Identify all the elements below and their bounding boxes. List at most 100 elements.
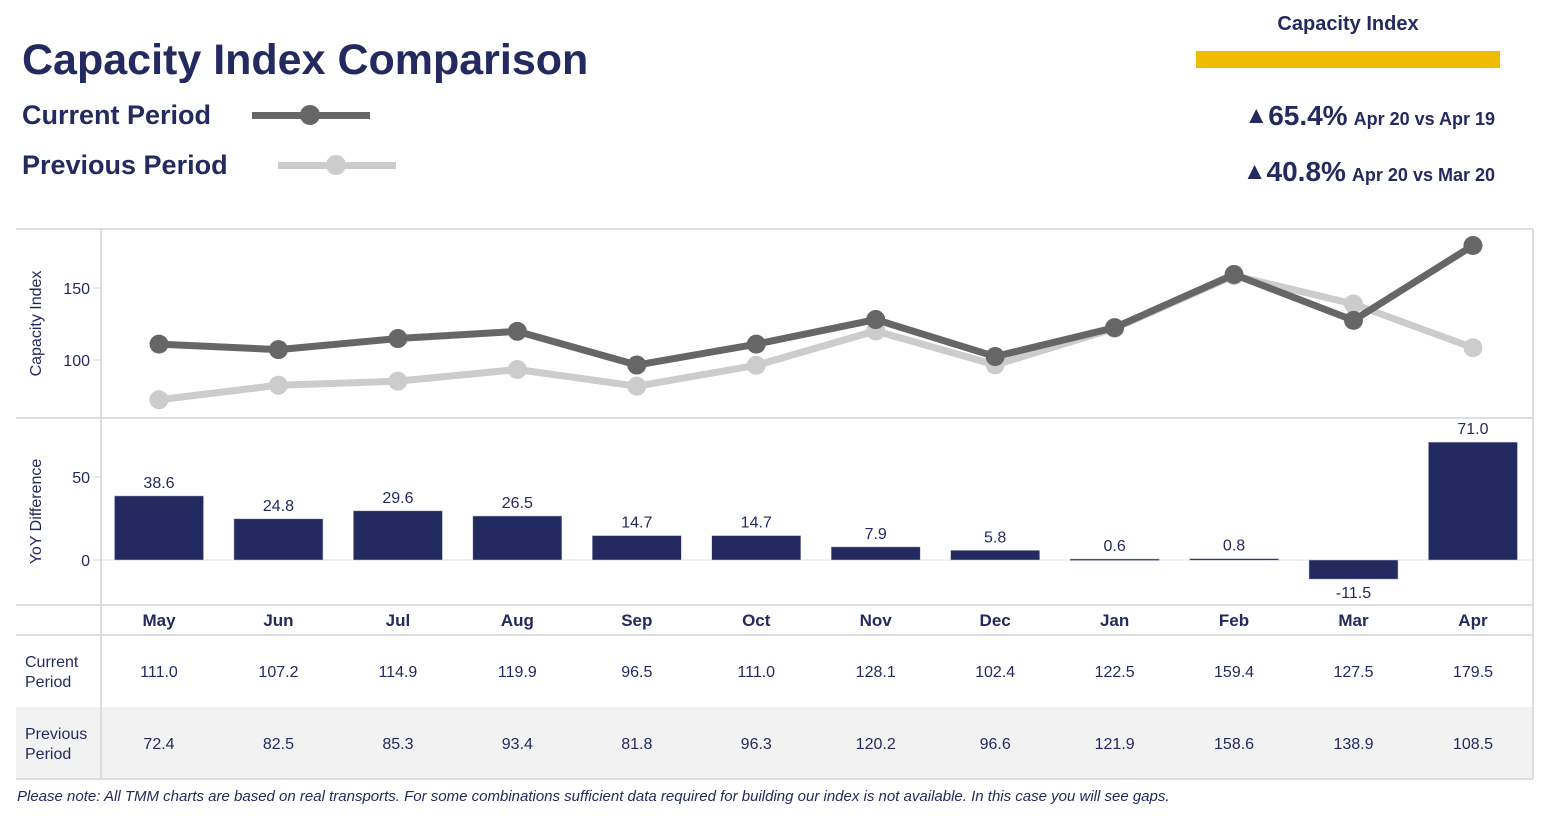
data-point — [268, 340, 288, 360]
row-label: Previous — [25, 726, 87, 743]
data-point — [1463, 338, 1483, 358]
data-point — [1224, 264, 1244, 284]
data-point — [985, 347, 1005, 367]
table-cell: 138.9 — [1333, 736, 1373, 753]
data-point — [627, 376, 647, 396]
table-row: Current Period 111.0 107.2 114.9 119.9 96.5 111… — [25, 654, 1493, 691]
table-cell: 96.6 — [980, 736, 1011, 753]
series-previous-period — [149, 266, 1483, 410]
bar — [1308, 559, 1399, 580]
table-cell: 108.5 — [1453, 736, 1493, 753]
data-table: Current Period 111.0 107.2 114.9 119.9 96.5 111… — [25, 654, 1493, 763]
kpi-value: 40.8% — [1266, 156, 1346, 187]
bar-value-label: 7.9 — [865, 526, 887, 543]
table-cell: 159.4 — [1214, 664, 1254, 681]
bar — [353, 510, 443, 561]
month-label: Aug — [501, 611, 534, 630]
kpi-value: 65.4% — [1268, 100, 1348, 131]
bar — [472, 515, 563, 561]
bar — [950, 550, 1040, 561]
table-cell: 85.3 — [382, 736, 413, 753]
bar-chart-y-axis: 0 50 YoY Difference — [28, 459, 1533, 570]
kpi-accent-bar — [1196, 51, 1500, 68]
data-point — [1344, 294, 1363, 314]
legend-line-marker-icon — [278, 150, 396, 180]
data-point — [388, 329, 408, 349]
month-label: Jul — [386, 611, 411, 630]
data-point — [149, 390, 169, 410]
data-point — [1463, 236, 1483, 256]
data-point — [746, 355, 766, 375]
table-cell: 158.6 — [1214, 736, 1254, 753]
month-label: Apr — [1458, 611, 1488, 630]
series-current-period — [149, 236, 1483, 375]
month-axis: May Jun Jul Aug Sep Oct Nov Dec Jan Feb Mar Apr — [142, 611, 1488, 630]
table-cell: 128.1 — [856, 664, 896, 681]
bar — [830, 546, 921, 561]
bar — [1428, 441, 1518, 561]
table-cell: 107.2 — [258, 664, 298, 681]
table-row-background — [16, 707, 1533, 779]
legend-previous-period: Previous Period — [22, 150, 396, 181]
bar-value-label: 38.6 — [143, 475, 174, 492]
kpi-mom-change: ▲40.8% Apr 20 vs Mar 20 — [1243, 156, 1495, 188]
data-point — [149, 334, 169, 354]
series-line — [158, 242, 1475, 369]
bar-value-label: 5.8 — [984, 529, 1006, 546]
bar-value-label: 14.7 — [741, 515, 772, 532]
y-tick-label: 50 — [72, 470, 90, 487]
table-cell: 114.9 — [378, 664, 417, 681]
bar-value-label: 24.8 — [263, 498, 294, 515]
bar-value-label: -11.5 — [1336, 585, 1371, 602]
table-cell: 121.9 — [1095, 736, 1135, 753]
month-label: Mar — [1338, 611, 1369, 630]
month-label: Sep — [621, 611, 652, 630]
table-cell: 96.5 — [621, 664, 652, 681]
bar-value-label: 71.0 — [1457, 421, 1488, 438]
data-point — [507, 360, 527, 380]
data-point — [388, 371, 408, 391]
kpi-comparison: Apr 20 vs Apr 19 — [1353, 109, 1495, 129]
table-row: Previous Period 72.4 82.5 85.3 93.4 81.8 96.3 12… — [25, 726, 1493, 763]
y-axis-label: Capacity Index — [28, 271, 45, 377]
data-point — [1344, 310, 1363, 330]
triangle-up-icon: ▲ — [1242, 158, 1267, 185]
bar-value-label: 14.7 — [621, 515, 652, 532]
legend-label: Previous Period — [22, 150, 228, 180]
row-label: Period — [25, 746, 71, 763]
bar — [1069, 558, 1160, 561]
page-title: Capacity Index Comparison — [22, 36, 589, 84]
y-tick-label: 150 — [63, 281, 90, 298]
month-label: Jun — [263, 611, 293, 630]
table-cell: 122.5 — [1095, 664, 1135, 681]
bar-value-label: 26.5 — [502, 495, 533, 512]
kpi-title: Capacity Index — [1277, 13, 1419, 35]
legend-line-marker-icon — [252, 100, 370, 130]
data-point — [1105, 318, 1125, 338]
table-cell: 179.5 — [1453, 664, 1493, 681]
bar — [711, 535, 801, 561]
table-cell: 96.3 — [741, 736, 772, 753]
bar — [114, 495, 204, 561]
y-axis-label: YoY Difference — [28, 459, 45, 565]
data-point — [507, 321, 527, 341]
bar — [592, 535, 682, 561]
table-cell: 119.9 — [498, 664, 537, 681]
month-label: Oct — [742, 611, 771, 630]
kpi-yoy-change: ▲65.4% Apr 20 vs Apr 19 — [1244, 100, 1495, 132]
month-label: Dec — [980, 611, 1011, 630]
table-cell: 81.8 — [621, 736, 652, 753]
table-cell: 120.2 — [856, 736, 896, 753]
data-point — [627, 355, 647, 375]
line-chart-y-axis: 100 150 Capacity Index — [28, 271, 101, 377]
month-label: May — [142, 611, 176, 630]
bar-value-label: 29.6 — [382, 490, 413, 507]
kpi-comparison: Apr 20 vs Mar 20 — [1351, 165, 1495, 185]
table-cell: 127.5 — [1333, 664, 1373, 681]
chart-frame — [16, 228, 1534, 780]
y-tick-label: 100 — [63, 353, 90, 370]
bar-value-label: 0.6 — [1103, 538, 1125, 555]
table-cell: 82.5 — [263, 736, 294, 753]
table-cell: 111.0 — [737, 664, 775, 681]
legend-label: Current Period — [22, 100, 212, 130]
